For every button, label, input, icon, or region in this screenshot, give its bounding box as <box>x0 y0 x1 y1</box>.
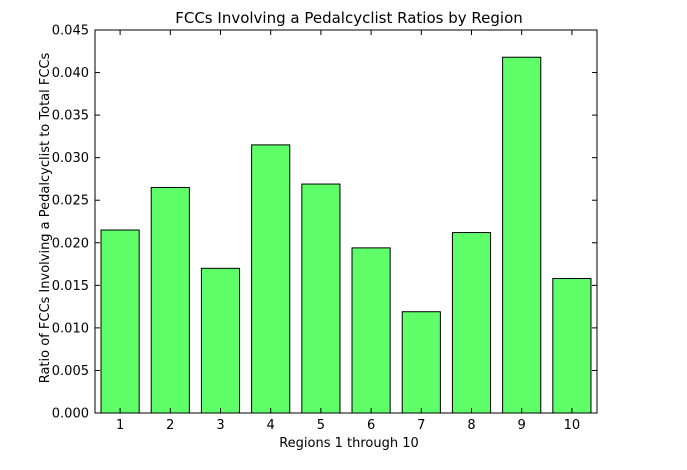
x-tick-label: 4 <box>267 418 275 433</box>
x-tick-label: 6 <box>367 418 375 433</box>
y-tick-label: 0.030 <box>52 151 89 166</box>
ticks-group: 0.000 0.005 0.010 0.015 0.020 0.025 0.030 0.035… <box>52 24 597 433</box>
x-tick-label: 2 <box>166 418 174 433</box>
y-tick-label: 0.010 <box>52 321 89 336</box>
plot-frame <box>94 29 598 414</box>
bar-region-2 <box>150 186 190 414</box>
bar-region-3 <box>200 267 241 414</box>
bars-group <box>100 56 592 414</box>
x-axis-label: Regions 1 through 10 <box>279 436 419 451</box>
y-tick-label: 0.020 <box>52 236 89 251</box>
y-tick-label: 0.025 <box>52 194 89 209</box>
y-tick-label: 0.045 <box>52 24 89 39</box>
bar-region-5 <box>301 183 341 414</box>
x-tick-label: 5 <box>317 418 325 433</box>
y-tick-label: 0.005 <box>52 364 89 379</box>
bar-region-9 <box>502 56 542 414</box>
x-tick-label: 8 <box>467 418 475 433</box>
x-tick-label: 9 <box>518 418 526 433</box>
bar-region-7 <box>401 311 441 414</box>
y-tick-label: 0.035 <box>52 109 89 124</box>
x-tick-label: 3 <box>216 418 224 433</box>
bar-region-4 <box>251 144 291 414</box>
bar-region-1 <box>100 229 140 414</box>
bar-region-10 <box>552 278 592 414</box>
x-tick-label: 1 <box>116 418 124 433</box>
bar-region-6 <box>351 247 391 414</box>
y-tick-label: 0.040 <box>52 66 89 81</box>
x-tick-label: 10 <box>564 418 581 433</box>
chart-title: FCCs Involving a Pedalcyclist Ratios by … <box>175 9 523 27</box>
y-axis-label: Ratio of FCCs Involving a Pedalcyclist t… <box>38 52 53 383</box>
y-tick-label: 0.000 <box>52 407 89 422</box>
bar-region-8 <box>451 232 492 414</box>
y-tick-label: 0.015 <box>52 279 89 294</box>
x-tick-label: 7 <box>417 418 425 433</box>
